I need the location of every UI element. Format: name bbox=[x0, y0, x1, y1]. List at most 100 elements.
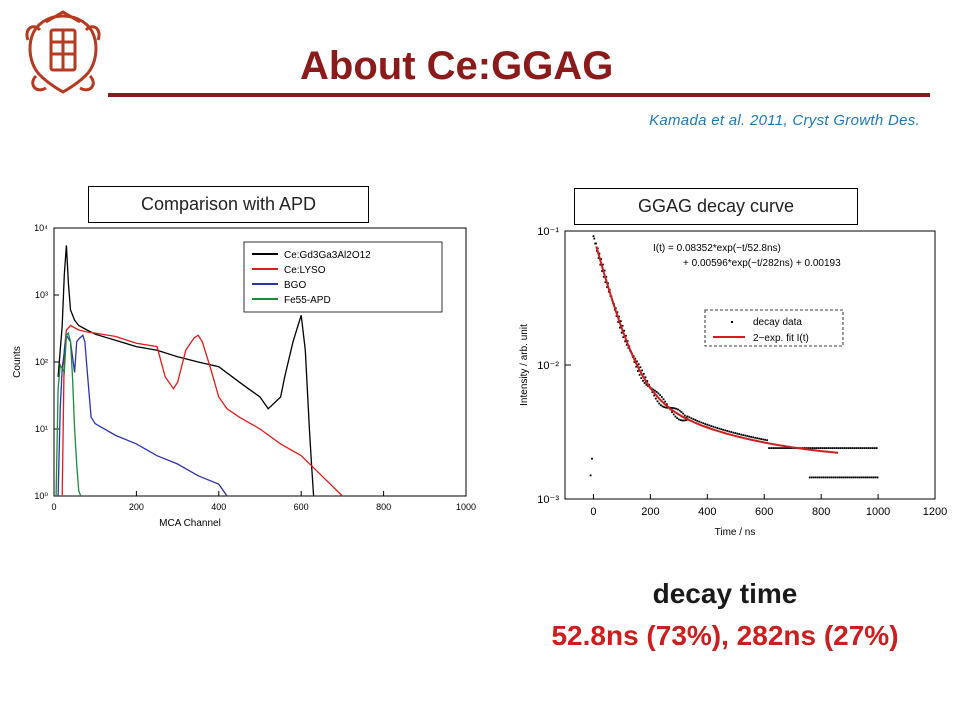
data-point bbox=[756, 437, 758, 440]
data-point bbox=[660, 404, 662, 407]
data-point bbox=[859, 447, 862, 449]
data-point bbox=[840, 476, 843, 479]
y-tick-label: 10¹ bbox=[35, 424, 48, 434]
data-point bbox=[804, 447, 806, 449]
data-point bbox=[838, 476, 841, 479]
decay-time-heading: decay time bbox=[652, 578, 798, 609]
decay-time-values: 52.8ns (73%), 282ns (27%) bbox=[551, 620, 899, 651]
data-point bbox=[808, 447, 810, 449]
data-point bbox=[744, 434, 747, 437]
data-point bbox=[615, 315, 618, 317]
data-point bbox=[675, 407, 678, 410]
data-point bbox=[710, 425, 713, 427]
data-point bbox=[674, 415, 677, 418]
data-point bbox=[860, 476, 863, 479]
data-point bbox=[828, 476, 831, 479]
data-point bbox=[720, 428, 723, 431]
data-point bbox=[704, 423, 707, 425]
data-point bbox=[824, 447, 826, 449]
data-point bbox=[772, 447, 774, 449]
x-tick-label: 800 bbox=[376, 502, 391, 512]
data-point bbox=[595, 242, 597, 245]
data-point bbox=[872, 476, 875, 479]
data-point bbox=[655, 391, 658, 393]
data-point bbox=[848, 476, 851, 479]
y-tick-label: 10⁰ bbox=[34, 491, 48, 501]
legend-label: Ce:Gd3Ga3Al2O12 bbox=[284, 250, 371, 261]
series-line bbox=[61, 324, 343, 497]
series-line bbox=[55, 331, 82, 497]
data-point bbox=[686, 415, 689, 418]
data-point bbox=[685, 416, 688, 419]
data-point bbox=[764, 438, 766, 441]
data-point bbox=[822, 447, 824, 449]
data-point bbox=[690, 417, 693, 420]
data-point bbox=[824, 476, 827, 479]
data-point bbox=[762, 438, 764, 441]
data-point bbox=[708, 424, 711, 427]
data-point bbox=[662, 398, 665, 401]
slide-title: About Ce:GGAG bbox=[300, 44, 614, 88]
data-point bbox=[816, 476, 819, 479]
data-point bbox=[638, 373, 641, 376]
legend-box bbox=[704, 309, 844, 347]
data-point bbox=[724, 429, 727, 432]
data-point bbox=[666, 403, 668, 406]
data-point bbox=[845, 447, 848, 449]
data-point bbox=[841, 447, 844, 449]
x-tick-label: 600 bbox=[294, 502, 309, 512]
data-point bbox=[851, 447, 854, 449]
data-point bbox=[726, 430, 729, 432]
data-point bbox=[861, 447, 864, 449]
data-point bbox=[624, 340, 626, 343]
data-point bbox=[621, 324, 624, 327]
data-point bbox=[849, 447, 852, 449]
data-point bbox=[825, 447, 828, 449]
data-point bbox=[776, 447, 778, 449]
data-point bbox=[831, 447, 834, 449]
data-point bbox=[818, 447, 820, 449]
data-point bbox=[832, 476, 835, 479]
data-point bbox=[643, 382, 646, 384]
data-point bbox=[875, 447, 878, 449]
x-tick-label: 600 bbox=[755, 506, 773, 518]
data-point bbox=[876, 476, 879, 479]
x-tick-label: 200 bbox=[641, 506, 659, 518]
x-tick-label: 1000 bbox=[456, 502, 476, 512]
x-tick-label: 200 bbox=[129, 502, 144, 512]
data-point bbox=[645, 383, 648, 386]
data-point bbox=[766, 439, 768, 442]
title-divider bbox=[108, 93, 930, 97]
data-point bbox=[754, 436, 756, 439]
data-point bbox=[758, 437, 760, 440]
data-point bbox=[812, 447, 814, 449]
data-point bbox=[873, 447, 876, 449]
data-point bbox=[810, 447, 812, 449]
data-point bbox=[658, 402, 661, 405]
data-point bbox=[660, 396, 663, 398]
citation: Kamada et al. 2011, Cryst Growth Des. bbox=[649, 112, 920, 129]
data-point bbox=[700, 421, 703, 424]
data-point bbox=[746, 435, 749, 437]
data-point bbox=[750, 436, 752, 438]
data-point bbox=[870, 476, 873, 479]
data-point bbox=[681, 419, 684, 422]
data-point bbox=[678, 409, 681, 412]
data-point bbox=[616, 311, 619, 314]
data-point bbox=[619, 326, 621, 329]
data-point bbox=[639, 366, 642, 369]
data-point bbox=[677, 408, 679, 411]
data-point bbox=[830, 476, 833, 479]
data-point bbox=[654, 397, 657, 400]
data-point bbox=[633, 361, 636, 363]
data-point bbox=[623, 329, 626, 332]
data-point bbox=[839, 447, 842, 449]
data-point bbox=[642, 372, 645, 375]
data-point bbox=[661, 405, 664, 408]
data-point bbox=[770, 447, 772, 449]
x-tick-label: 400 bbox=[698, 506, 716, 518]
data-point bbox=[600, 258, 602, 260]
data-point bbox=[842, 476, 845, 479]
data-point bbox=[752, 436, 754, 439]
data-point bbox=[868, 476, 871, 479]
